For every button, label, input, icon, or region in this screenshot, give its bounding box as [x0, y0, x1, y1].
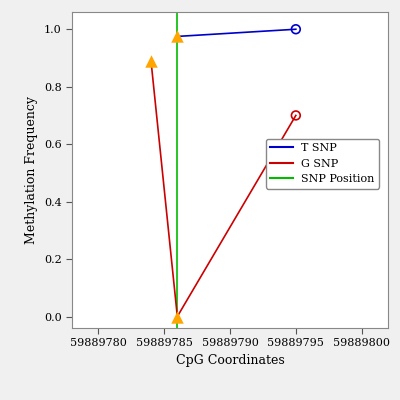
Point — [293, 112, 299, 119]
Point — [174, 313, 180, 320]
Point — [293, 26, 299, 32]
X-axis label: CpG Coordinates: CpG Coordinates — [176, 354, 284, 367]
Point — [174, 33, 180, 40]
Y-axis label: Methylation Frequency: Methylation Frequency — [25, 96, 38, 244]
Legend: T SNP, G SNP, SNP Position: T SNP, G SNP, SNP Position — [266, 139, 379, 189]
Point — [148, 58, 154, 64]
